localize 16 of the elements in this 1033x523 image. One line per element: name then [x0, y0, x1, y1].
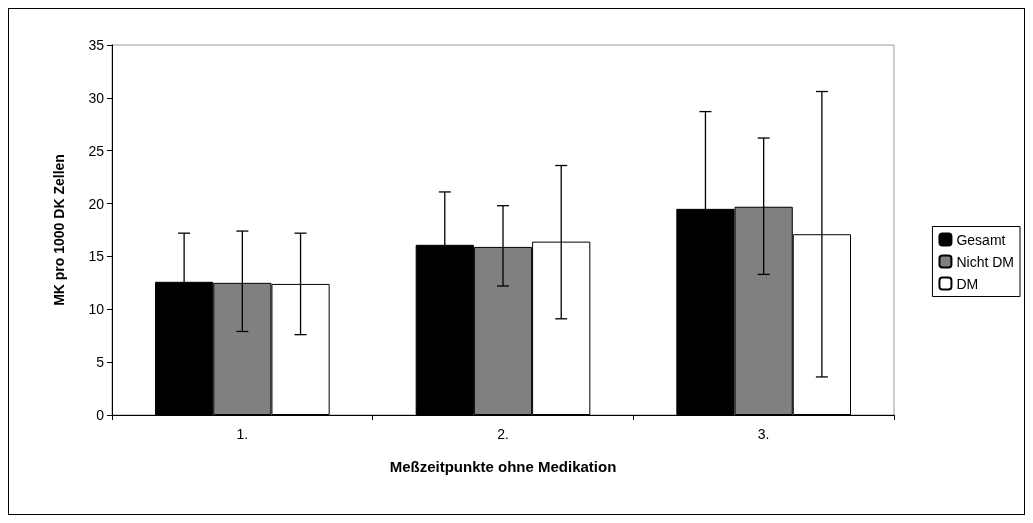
x-tick-label: 2.	[497, 426, 509, 442]
legend-label: Gesamt	[956, 231, 1006, 248]
y-tick-label: 20	[88, 195, 105, 212]
y-tick-label: 10	[88, 301, 105, 318]
y-tick-label: 15	[88, 248, 105, 265]
legend-label: DM	[956, 275, 979, 292]
y-tick-label: 30	[88, 89, 105, 106]
legend-label: Nicht DM	[956, 253, 1014, 270]
x-tick-label: 1.	[236, 426, 249, 442]
y-tick-label: 0	[96, 407, 105, 423]
y-tick-label: 25	[88, 142, 105, 159]
y-tick-label: 5	[96, 354, 105, 371]
y-axis-title: MK pro 1000 DK Zellen	[51, 154, 67, 306]
x-axis-title: Meßzeitpunkte ohne Medikation	[389, 458, 617, 475]
x-tick-label: 3.	[757, 426, 770, 442]
y-tick-label: 35	[88, 37, 105, 53]
